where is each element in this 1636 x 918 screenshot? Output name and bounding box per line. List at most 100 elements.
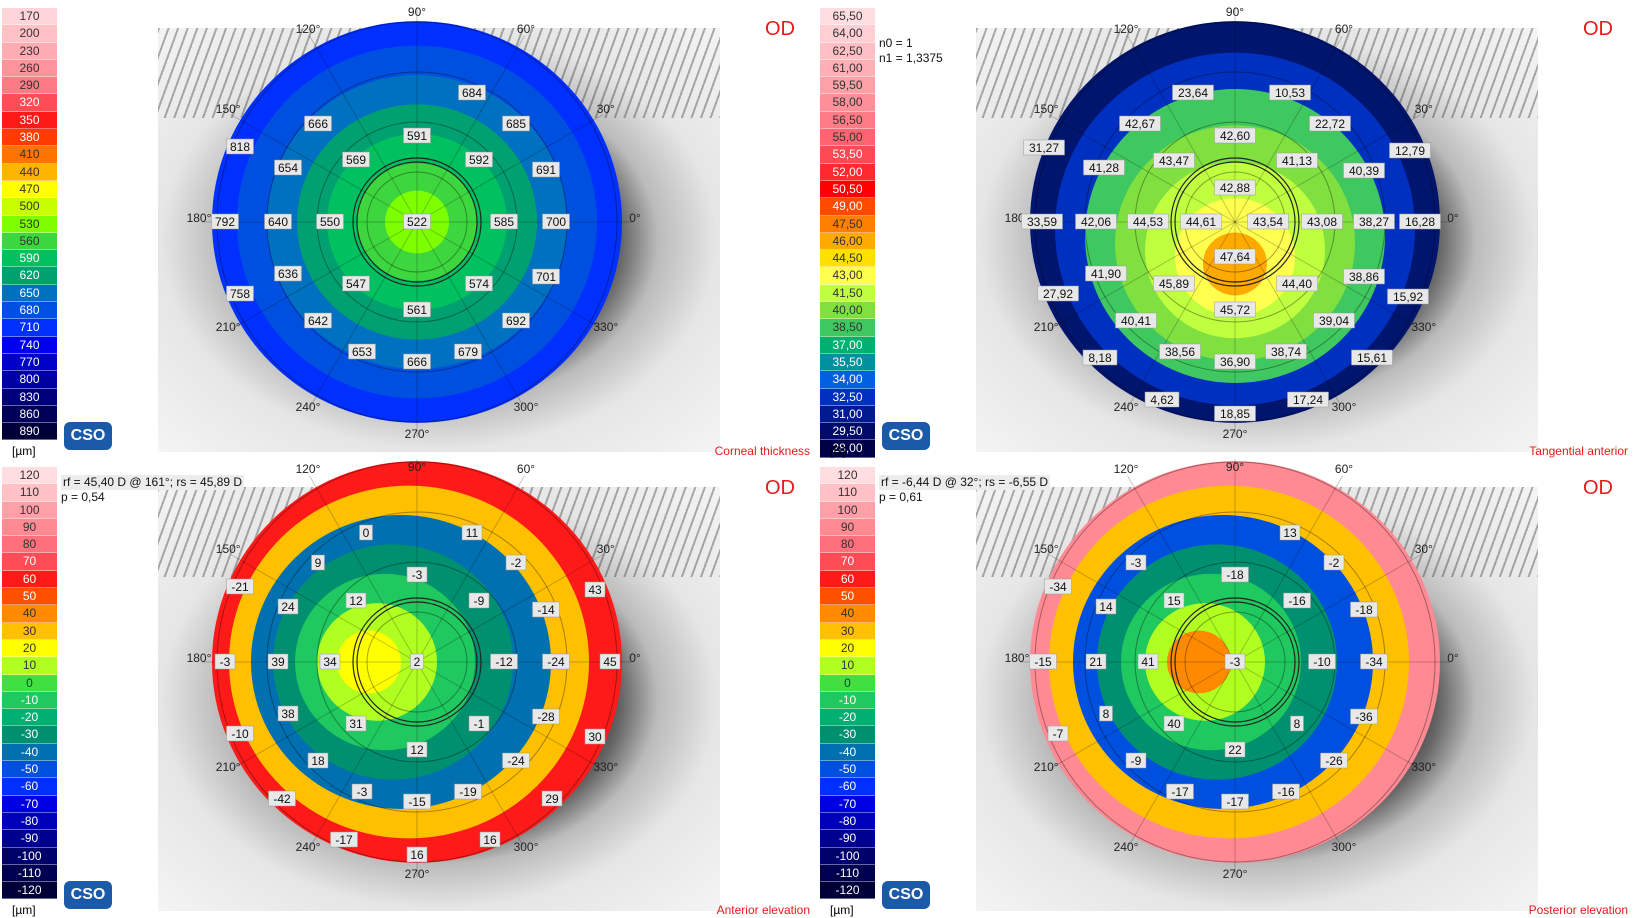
axis-label: 300° bbox=[1332, 400, 1357, 414]
value-label: -34 bbox=[1360, 653, 1388, 670]
svg-text:636: 636 bbox=[278, 267, 298, 281]
color-scale: 120 110 100 90 80 70 60 50 40 30 20 10 0 -10 -20 -30 -40… bbox=[2, 467, 57, 900]
value-label: 41,13 bbox=[1276, 152, 1318, 169]
value-label: 758 bbox=[226, 285, 254, 302]
scale-step: -100 bbox=[2, 847, 57, 865]
svg-text:-19: -19 bbox=[459, 785, 477, 799]
value-label: -1 bbox=[468, 715, 490, 732]
scale-step: 40,00 bbox=[820, 302, 875, 320]
scale-step: 230 bbox=[2, 42, 57, 60]
svg-text:39,04: 39,04 bbox=[1319, 314, 1349, 328]
topography-map: 90° 60° 30° 0° 330° 300° 270° 240° 210° 180° 150° 1… bbox=[187, 459, 641, 881]
value-label: 41 bbox=[1137, 653, 1159, 670]
value-label: 38,27 bbox=[1353, 213, 1395, 230]
svg-text:-26: -26 bbox=[1325, 754, 1343, 768]
svg-text:42,06: 42,06 bbox=[1081, 215, 1111, 229]
scale-step: -10 bbox=[2, 691, 57, 710]
svg-text:-18: -18 bbox=[1226, 568, 1244, 582]
svg-text:22: 22 bbox=[1228, 743, 1242, 757]
axis-label: 150° bbox=[1034, 542, 1059, 556]
svg-text:39: 39 bbox=[271, 655, 285, 669]
svg-text:684: 684 bbox=[462, 86, 482, 100]
axis-label: 240° bbox=[1114, 840, 1139, 854]
svg-text:-9: -9 bbox=[1131, 754, 1142, 768]
svg-text:27,92: 27,92 bbox=[1043, 287, 1073, 301]
grid-spoke bbox=[416, 661, 604, 770]
value-label: 42,06 bbox=[1075, 213, 1117, 230]
axis-label: 270° bbox=[1223, 427, 1248, 441]
svg-text:4,62: 4,62 bbox=[1150, 393, 1174, 407]
value-label: 24 bbox=[277, 598, 299, 615]
axis-label: 240° bbox=[296, 400, 321, 414]
axis-label: 150° bbox=[216, 542, 241, 556]
value-label: 41,90 bbox=[1085, 265, 1127, 282]
scale-step: 770 bbox=[2, 353, 57, 372]
svg-text:43: 43 bbox=[588, 583, 602, 597]
svg-text:44,61: 44,61 bbox=[1186, 215, 1216, 229]
map-zone bbox=[1167, 630, 1231, 694]
value-label: 679 bbox=[454, 343, 482, 360]
value-label: 38,74 bbox=[1265, 343, 1307, 360]
svg-text:-3: -3 bbox=[1131, 556, 1142, 570]
svg-text:700: 700 bbox=[546, 215, 566, 229]
scale-step: -90 bbox=[2, 830, 57, 848]
svg-text:43,54: 43,54 bbox=[1253, 215, 1283, 229]
scale-step: 560 bbox=[2, 232, 57, 251]
value-label: 38 bbox=[277, 705, 299, 722]
scale-step: 440 bbox=[2, 163, 57, 181]
axis-label: 180° bbox=[187, 211, 212, 225]
fit-info-line: p = 0,61 bbox=[879, 490, 923, 504]
svg-text:701: 701 bbox=[536, 270, 556, 284]
grid-spoke bbox=[1048, 661, 1236, 770]
scale-step: -120 bbox=[2, 882, 57, 900]
tangential-anterior-panel: 65,50 64,00 62,50 61,00 59,50 58,00 56,50 55,00… bbox=[818, 0, 1636, 459]
svg-text:-17: -17 bbox=[335, 833, 353, 847]
axis-label: 90° bbox=[1226, 5, 1244, 19]
value-label: 691 bbox=[532, 161, 560, 178]
axis-label: 120° bbox=[296, 462, 321, 476]
axis-label: 0° bbox=[1447, 651, 1459, 665]
svg-text:12: 12 bbox=[349, 594, 363, 608]
map-zone bbox=[337, 630, 401, 694]
fit-info: n0 = 1 n1 = 1,3375 bbox=[879, 36, 943, 66]
eye-indicator: OD bbox=[1583, 477, 1613, 499]
svg-text:31: 31 bbox=[349, 717, 363, 731]
axis-label: 90° bbox=[408, 460, 426, 474]
value-label: 2 bbox=[410, 653, 424, 670]
scale-step: -50 bbox=[2, 761, 57, 779]
cso-logo: CSO bbox=[64, 881, 112, 909]
svg-text:-34: -34 bbox=[1365, 655, 1383, 669]
scale-step: -20 bbox=[2, 709, 57, 727]
svg-text:-1: -1 bbox=[474, 717, 485, 731]
scale-step: 590 bbox=[2, 250, 57, 268]
value-label: 21 bbox=[1085, 653, 1107, 670]
pupil-ring bbox=[1170, 597, 1300, 727]
scale-step: 52,00 bbox=[820, 163, 875, 181]
svg-text:-24: -24 bbox=[507, 754, 525, 768]
scale-step: -120 bbox=[820, 882, 875, 900]
scale-step: 50 bbox=[2, 588, 57, 606]
value-label: 9 bbox=[311, 554, 325, 571]
eye-indicator: OD bbox=[1583, 18, 1613, 40]
value-label: 561 bbox=[403, 301, 431, 318]
scale-unit: [µm] bbox=[12, 444, 36, 458]
svg-text:18: 18 bbox=[311, 754, 325, 768]
axis-label: 210° bbox=[1034, 760, 1059, 774]
scale-step: 56,50 bbox=[820, 111, 875, 130]
grid-spoke bbox=[416, 554, 604, 663]
scale-step: 530 bbox=[2, 215, 57, 233]
value-label: -15 bbox=[403, 793, 431, 810]
svg-text:-14: -14 bbox=[537, 603, 555, 617]
svg-text:691: 691 bbox=[536, 163, 556, 177]
fit-info-line: rf = -6,44 D @ 32°; rs = -6,55 D bbox=[879, 475, 1051, 490]
axis-label: 60° bbox=[517, 462, 535, 476]
value-label: -16 bbox=[1272, 783, 1300, 800]
scale-step: 170 bbox=[2, 8, 57, 26]
value-label: 14 bbox=[1095, 598, 1117, 615]
value-label: 653 bbox=[348, 343, 376, 360]
value-label: -10 bbox=[1308, 653, 1336, 670]
svg-text:-3: -3 bbox=[1230, 655, 1241, 669]
grid-spoke bbox=[309, 35, 418, 223]
scale-step: -60 bbox=[2, 778, 57, 796]
